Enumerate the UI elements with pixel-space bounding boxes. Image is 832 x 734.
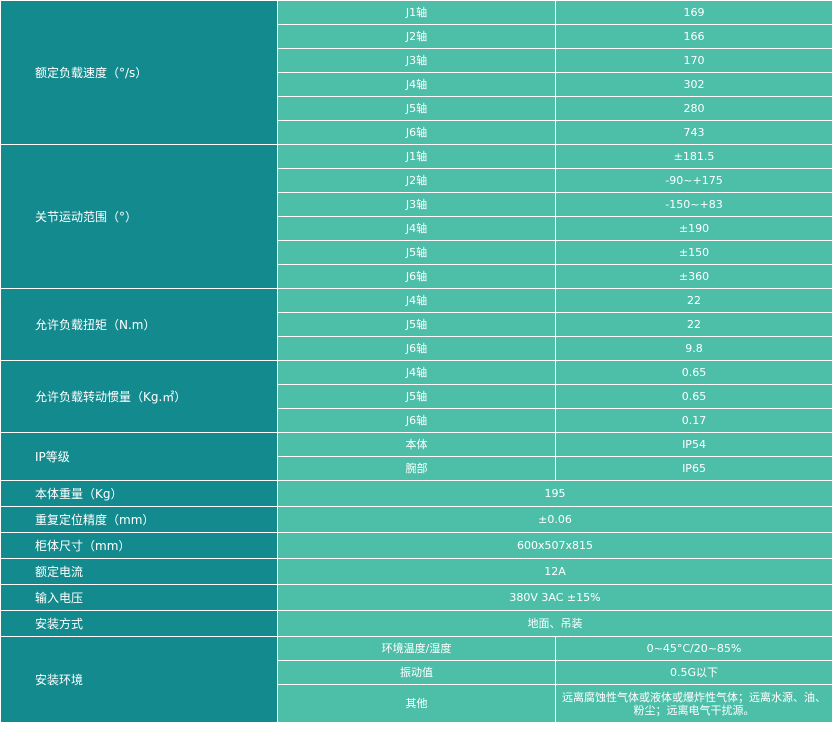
axis-label: J3轴 <box>277 48 556 73</box>
spec-value: IP65 <box>555 456 832 481</box>
axis-label: J6轴 <box>277 264 556 289</box>
axis-label: J5轴 <box>277 384 556 409</box>
spec-value: -150~+83 <box>555 192 832 217</box>
table-row: J6轴 9.8 <box>1 336 832 361</box>
axis-label: J5轴 <box>277 96 556 121</box>
table-row: 额定电流 12A <box>0 558 832 585</box>
spec-value: 380V 3AC ±15% <box>277 584 832 611</box>
table-row: J6轴 743 <box>1 120 832 145</box>
spec-label: 允许负载扭矩（N.m） <box>0 288 278 361</box>
condition-label: 振动值 <box>277 660 556 685</box>
spec-value: 0~45°C/20~85% <box>555 636 832 661</box>
table-row: J5轴 0.65 <box>1 384 832 409</box>
spec-value: 0.65 <box>555 360 832 385</box>
spec-value: 170 <box>555 48 832 73</box>
table-row: 额定负载速度（°/s） J1轴 169 <box>0 0 832 145</box>
spec-label: 安装方式 <box>0 610 278 637</box>
table-row: 振动值 0.5G以下 <box>1 660 832 685</box>
spec-value: ±360 <box>555 264 832 289</box>
condition-label: 其他 <box>277 684 556 723</box>
axis-label: J6轴 <box>277 120 556 145</box>
spec-value: 0.5G以下 <box>555 660 832 685</box>
spec-label: 柜体尺寸（mm） <box>0 532 278 559</box>
table-row: 安装环境 环境温度/湿度 0~45°C/20~85% <box>0 636 832 723</box>
spec-value: 166 <box>555 24 832 49</box>
axis-label: J4轴 <box>277 72 556 97</box>
spec-value: ±181.5 <box>555 144 832 169</box>
axis-label: J5轴 <box>277 240 556 265</box>
axis-label: J6轴 <box>277 336 556 361</box>
component-label: 本体 <box>277 432 556 457</box>
table-row: 其他 远离腐蚀性气体或液体或爆炸性气体；远离水源、油、粉尘；远离电气干扰源。 <box>1 684 832 723</box>
spec-value: 280 <box>555 96 832 121</box>
table-row: J3轴 -150~+83 <box>1 192 832 217</box>
table-row: 本体重量（Kg） 195 <box>0 480 832 507</box>
axis-label: J6轴 <box>277 408 556 433</box>
spec-value: 9.8 <box>555 336 832 361</box>
table-row: J5轴 280 <box>1 96 832 121</box>
spec-label: 额定负载速度（°/s） <box>0 0 278 145</box>
condition-label: 环境温度/湿度 <box>277 636 556 661</box>
spec-label: 安装环境 <box>0 636 278 723</box>
axis-label: J2轴 <box>277 24 556 49</box>
axis-label: J5轴 <box>277 312 556 337</box>
axis-label: J4轴 <box>277 288 556 313</box>
spec-label: IP等级 <box>0 432 278 481</box>
spec-value: ±150 <box>555 240 832 265</box>
table-row: 安装方式 地面、吊装 <box>0 610 832 637</box>
spec-value: 0.17 <box>555 408 832 433</box>
spec-label: 关节运动范围（°） <box>0 144 278 289</box>
spec-label: 输入电压 <box>0 584 278 611</box>
spec-value: 169 <box>555 0 832 25</box>
spec-label: 允许负载转动惯量（Kg.㎡） <box>0 360 278 433</box>
table-row: J6轴 ±360 <box>1 264 832 289</box>
table-row: 允许负载扭矩（N.m） J4轴 22 <box>0 288 832 361</box>
table-row: IP等级 本体 IP54 <box>0 432 832 481</box>
spec-value: 22 <box>555 288 832 313</box>
spec-value: 12A <box>277 558 832 585</box>
axis-label: J1轴 <box>277 144 556 169</box>
table-row: J4轴 302 <box>1 72 832 97</box>
spec-value: IP54 <box>555 432 832 457</box>
spec-value: 0.65 <box>555 384 832 409</box>
table-row: J2轴 166 <box>1 24 832 49</box>
table-row: J5轴 22 <box>1 312 832 337</box>
spec-label: 本体重量（Kg） <box>0 480 278 507</box>
spec-value: 195 <box>277 480 832 507</box>
spec-label: 重复定位精度（mm） <box>0 506 278 533</box>
axis-label: J4轴 <box>277 360 556 385</box>
spec-value: ±0.06 <box>277 506 832 533</box>
spec-label: 额定电流 <box>0 558 278 585</box>
table-row: 允许负载转动惯量（Kg.㎡） J4轴 0.65 <box>0 360 832 433</box>
component-label: 腕部 <box>277 456 556 481</box>
axis-label: J1轴 <box>277 0 556 25</box>
table-row: 重复定位精度（mm） ±0.06 <box>0 506 832 533</box>
axis-label: J3轴 <box>277 192 556 217</box>
spec-value: 远离腐蚀性气体或液体或爆炸性气体；远离水源、油、粉尘；远离电气干扰源。 <box>555 684 832 723</box>
spec-value: 600x507x815 <box>277 532 832 559</box>
spec-value: 743 <box>555 120 832 145</box>
spec-value: -90~+175 <box>555 168 832 193</box>
spec-value: 22 <box>555 312 832 337</box>
axis-label: J2轴 <box>277 168 556 193</box>
table-row: 输入电压 380V 3AC ±15% <box>0 584 832 611</box>
table-row: J2轴 -90~+175 <box>1 168 832 193</box>
table-row: 柜体尺寸（mm） 600x507x815 <box>0 532 832 559</box>
table-row: J4轴 ±190 <box>1 216 832 241</box>
table-row: 关节运动范围（°） J1轴 ±181.5 <box>0 144 832 289</box>
spec-value: 地面、吊装 <box>277 610 832 637</box>
spec-value: 302 <box>555 72 832 97</box>
axis-label: J4轴 <box>277 216 556 241</box>
spec-value: ±190 <box>555 216 832 241</box>
